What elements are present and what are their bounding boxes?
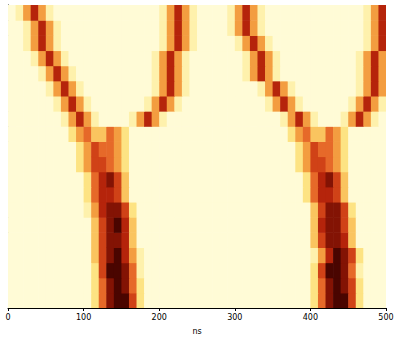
svg-text:100: 100 — [76, 313, 91, 322]
svg-text:ns: ns — [192, 327, 201, 336]
svg-text:500: 500 — [378, 313, 393, 322]
svg-text:400: 400 — [303, 313, 318, 322]
svg-text:300: 300 — [227, 313, 242, 322]
svg-text:0: 0 — [5, 313, 10, 322]
svg-text:200: 200 — [152, 313, 167, 322]
